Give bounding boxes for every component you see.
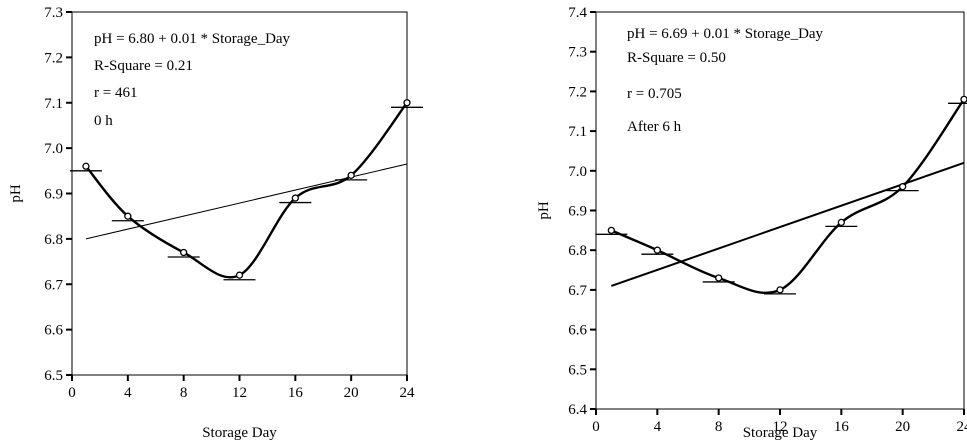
data-point [235, 271, 244, 279]
regression-line [611, 161, 965, 287]
x-tick-label: 12 [232, 385, 247, 401]
x-tick-label: 16 [288, 385, 304, 401]
annotation: R-Square = 0.50 [627, 50, 726, 66]
x-axis-label: Storage Day [202, 425, 277, 441]
y-tick-label: 6.5 [44, 368, 63, 384]
y-tick-label: 7.1 [44, 96, 63, 112]
annotation: r = 0.705 [627, 86, 682, 102]
y-tick-label: 6.9 [568, 204, 587, 220]
y-tick-label: 6.7 [44, 277, 63, 293]
data-point [776, 286, 784, 294]
y-tick-label: 7.3 [568, 45, 587, 61]
y-axis-label: pH [8, 184, 24, 203]
y-tick-label: 7.2 [44, 50, 63, 66]
data-point [607, 226, 615, 235]
data-point [715, 274, 723, 282]
x-tick-label: 20 [895, 419, 910, 435]
x-tick-label: 16 [834, 419, 850, 435]
x-tick-label: 4 [654, 419, 662, 435]
annotation: R-Square = 0.21 [94, 58, 193, 74]
y-tick-label: 6.5 [568, 362, 587, 378]
annotation: pH = 6.80 + 0.01 * Storage_Day [94, 31, 291, 47]
annotation: r = 461 [94, 85, 137, 101]
x-tick-label: 8 [715, 419, 723, 435]
y-tick-label: 6.7 [568, 283, 587, 299]
annotation: pH = 6.69 + 0.01 * Storage_Day [627, 26, 824, 42]
y-tick-label: 6.8 [44, 232, 63, 248]
annotation: After 6 h [627, 119, 682, 135]
y-tick-label: 7.3 [44, 5, 63, 21]
y-tick-label: 6.6 [44, 323, 63, 339]
data-point [837, 218, 845, 227]
data-point [124, 212, 132, 220]
y-axis-label: pH [536, 201, 552, 220]
x-tick-label: 4 [124, 385, 132, 401]
data-point [899, 183, 907, 191]
y-tick-label: 7.1 [568, 124, 587, 140]
chart-left: 6.5 6.6 6.7 6.8 6.9 7.0 7.1 7.2 7.3 0 4 8 12 16 20 24 St… [8, 5, 423, 441]
x-tick-label: 20 [344, 385, 359, 401]
y-tick-label: 6.4 [568, 402, 587, 418]
x-tick-label: 12 [773, 419, 788, 435]
x-tick-label: 8 [180, 385, 188, 401]
regression-line [85, 163, 408, 240]
data-point [653, 246, 661, 254]
plot-frame [595, 11, 965, 410]
y-tick-label: 6.6 [568, 323, 587, 339]
data-point [960, 95, 967, 103]
data-point [82, 162, 90, 170]
data-point [180, 248, 188, 257]
data-point [403, 99, 411, 107]
trend-curve [85, 102, 408, 279]
data-point [347, 171, 355, 180]
y-tick-label: 7.2 [568, 84, 587, 100]
x-tick-label: 0 [592, 419, 600, 435]
y-tick-label: 7.0 [568, 164, 587, 180]
y-tick-label: 6.9 [44, 187, 63, 203]
y-tick-label: 6.8 [568, 243, 587, 259]
y-tick-label: 7.0 [44, 141, 63, 157]
x-tick-label: 24 [400, 385, 416, 401]
chart-right: 6.4 6.5 6.6 6.7 6.8 6.9 7.0 7.1 7.2 7.3 7.4 0 4 8 12 16… [536, 5, 967, 441]
data-point [291, 194, 299, 202]
x-axis-label: Storage Day [743, 425, 818, 441]
x-tick-label: 24 [957, 419, 967, 435]
x-tick-label: 0 [68, 385, 76, 401]
y-tick-label: 7.4 [568, 5, 587, 21]
annotation: 0 h [94, 113, 113, 129]
